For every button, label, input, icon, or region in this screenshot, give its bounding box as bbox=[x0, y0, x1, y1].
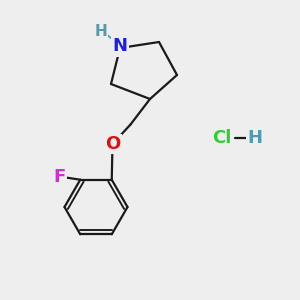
Text: N: N bbox=[112, 38, 128, 56]
Text: Cl: Cl bbox=[212, 129, 232, 147]
Text: F: F bbox=[53, 168, 65, 186]
Text: H: H bbox=[248, 129, 262, 147]
Text: H: H bbox=[94, 24, 107, 39]
Text: O: O bbox=[105, 135, 120, 153]
